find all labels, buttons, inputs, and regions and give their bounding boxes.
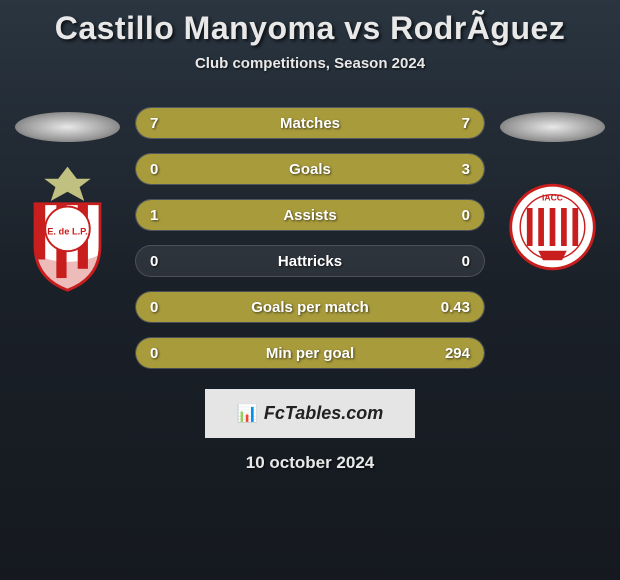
stat-row: 0Min per goal294 [135,337,485,369]
footer-badge: 📊 FcTables.com [5,389,615,438]
logo-text-left: E. de L.P. [47,226,88,236]
stat-value-left: 0 [150,161,180,178]
branding-label: FcTables.com [264,403,383,424]
stat-value-left: 0 [150,253,180,270]
stat-value-left: 0 [150,345,180,362]
stat-value-right: 0 [440,253,470,270]
country-flag-left [15,112,120,142]
stat-row: 7Matches7 [135,107,485,139]
stat-value-left: 0 [150,299,180,316]
stat-label: Goals [180,161,440,178]
stat-label: Hattricks [180,253,440,270]
stat-label: Min per goal [180,345,440,362]
stat-value-left: 1 [150,207,180,224]
stat-value-right: 294 [440,345,470,362]
date-text: 10 october 2024 [5,453,615,473]
team-right-column: IACC [500,107,605,292]
country-flag-right [500,112,605,142]
stat-value-right: 0 [440,207,470,224]
stat-label: Matches [180,115,440,132]
team-logo-left: E. de L.P. [20,162,115,292]
chart-icon: 📊 [237,404,258,424]
stat-label: Assists [180,207,440,224]
stat-value-right: 7 [440,115,470,132]
main-content: E. de L.P. 7Matches70Goals31Assists00Hat… [5,107,615,369]
stat-row: 0Hattricks0 [135,245,485,277]
branding-box: 📊 FcTables.com [205,389,416,438]
page-title: Castillo Manyoma vs RodrÃ­guez [5,10,615,47]
stat-row: 0Goals3 [135,153,485,185]
stat-label: Goals per match [180,299,440,316]
subtitle: Club competitions, Season 2024 [5,55,615,72]
stats-column: 7Matches70Goals31Assists00Hattricks00Goa… [135,107,485,369]
stat-value-right: 0.43 [440,299,470,316]
stat-row: 0Goals per match0.43 [135,291,485,323]
comparison-infographic: Castillo Manyoma vs RodrÃ­guez Club comp… [0,0,620,483]
team-logo-right: IACC [505,162,600,292]
team-left-column: E. de L.P. [15,107,120,292]
stat-value-left: 7 [150,115,180,132]
stat-row: 1Assists0 [135,199,485,231]
star-icon [44,167,90,201]
stat-value-right: 3 [440,161,470,178]
logo-text-right: IACC [542,192,563,202]
